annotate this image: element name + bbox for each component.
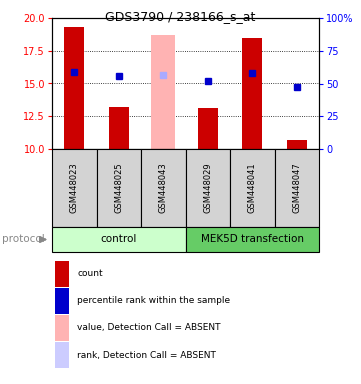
Bar [141, 149, 186, 227]
Text: GSM448023: GSM448023 [70, 163, 79, 214]
Text: rank, Detection Call = ABSENT: rank, Detection Call = ABSENT [77, 351, 216, 360]
Bar [55, 261, 69, 287]
Text: GSM448029: GSM448029 [203, 163, 212, 214]
Text: GSM448041: GSM448041 [248, 163, 257, 214]
Text: protocol: protocol [2, 235, 45, 245]
Bar [198, 108, 218, 149]
Bar [52, 149, 96, 227]
Bar [230, 149, 274, 227]
Bar [52, 227, 186, 252]
Text: GSM448025: GSM448025 [114, 163, 123, 214]
Bar [55, 342, 69, 368]
Bar [55, 315, 69, 341]
Text: GSM448043: GSM448043 [159, 163, 168, 214]
Text: MEK5D transfection: MEK5D transfection [201, 235, 304, 245]
Bar [287, 140, 307, 149]
Text: percentile rank within the sample: percentile rank within the sample [77, 296, 230, 305]
Bar [96, 149, 141, 227]
Text: count: count [77, 269, 103, 278]
Bar [151, 35, 175, 149]
Bar [274, 149, 319, 227]
Text: GDS3790 / 238166_s_at: GDS3790 / 238166_s_at [105, 10, 256, 23]
Bar [186, 149, 230, 227]
Bar [109, 107, 129, 149]
Bar [186, 227, 319, 252]
Bar [64, 27, 84, 149]
Text: value, Detection Call = ABSENT: value, Detection Call = ABSENT [77, 323, 221, 333]
Bar [55, 288, 69, 314]
Bar [242, 38, 262, 149]
Text: control: control [101, 235, 137, 245]
Text: GSM448047: GSM448047 [292, 163, 301, 214]
